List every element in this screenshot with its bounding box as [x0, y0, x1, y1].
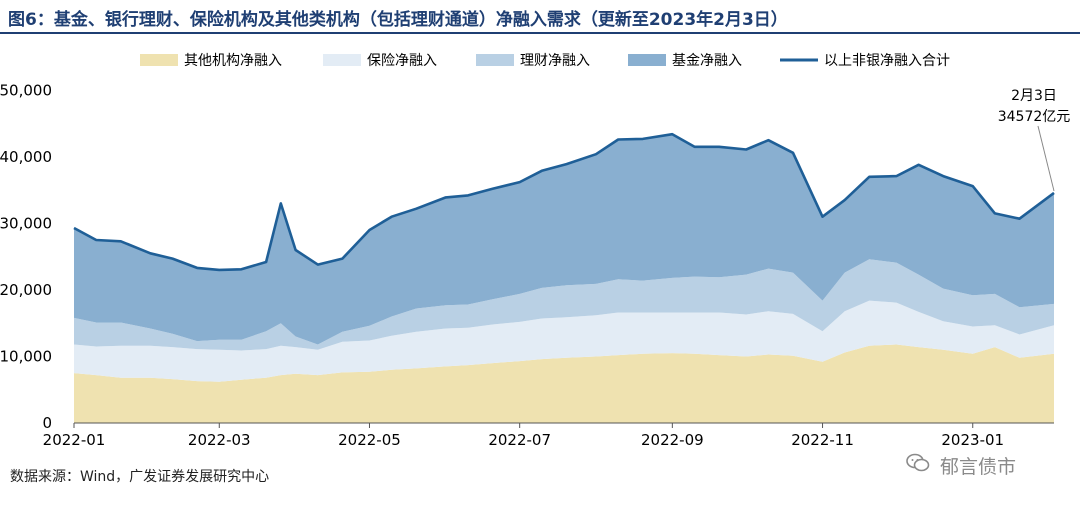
annotation: 2月3日 34572亿元 [998, 88, 1071, 192]
stacked-area-chart: 0 10,000 20,000 30,000 40,000 50,000 2022-01 20… [0, 52, 1071, 449]
legend-label: 保险净融入 [367, 53, 437, 69]
legend-swatch [140, 54, 178, 66]
legend-swatch [628, 54, 666, 66]
plot-areas [74, 134, 1054, 423]
y-tick-label: 10,000 [0, 347, 52, 365]
x-tick-label: 2022-09 [641, 431, 704, 449]
x-tick-label: 2023-01 [941, 431, 1004, 449]
total-net-line [73, 132, 1055, 272]
watermark: 郁言债市 [906, 452, 1016, 479]
legend-item: 其他机构净融入 [140, 53, 282, 69]
watermark-text: 郁言债市 [940, 456, 1017, 478]
y-tick-label: 40,000 [0, 148, 52, 166]
legend-item: 基金净融入 [628, 52, 742, 69]
title-bar: 图6：基金、银行理财、保险机构及其他类机构（包括理财通道）净融入需求（更新至20… [0, 0, 1080, 34]
legend-label: 以上非银净融入合计 [824, 53, 950, 69]
wechat-icon [906, 453, 930, 478]
annotation-leader [1037, 125, 1055, 192]
fund-area-series [74, 134, 1054, 345]
total-line-group [73, 132, 1055, 272]
annotation-date: 2月3日 [1011, 88, 1057, 104]
legend-label: 理财净融入 [520, 53, 590, 69]
legend-label: 基金净融入 [672, 52, 742, 69]
insurance-area-series [74, 300, 1054, 382]
chart-title: 图6：基金、银行理财、保险机构及其他类机构（包括理财通道）净融入需求（更新至20… [8, 10, 788, 30]
x-tick-label: 2022-03 [188, 431, 251, 449]
x-tick-label: 2022-01 [43, 431, 106, 449]
x-tick-label: 2022-07 [488, 431, 551, 449]
legend-label: 其他机构净融入 [184, 53, 282, 69]
other-area-series [74, 344, 1054, 423]
data-source-note: 数据来源：Wind，广发证券发展研究中心 [10, 469, 270, 485]
y-tick-label: 0 [42, 414, 52, 432]
annotation-value: 34572亿元 [998, 109, 1071, 125]
x-tick-label: 2022-11 [791, 431, 854, 449]
legend-swatch [323, 54, 361, 66]
x-tick-label: 2022-05 [338, 431, 401, 449]
y-tick-label: 50,000 [0, 81, 52, 99]
legend-swatch [476, 54, 514, 66]
legend-item: 理财净融入 [476, 53, 590, 69]
legend-item: 以上非银净融入合计 [780, 53, 950, 69]
y-tick-label: 20,000 [0, 281, 52, 299]
axes: 0 10,000 20,000 30,000 40,000 50,000 2022-01 20… [0, 81, 1054, 449]
wealth-area-series [74, 259, 1054, 351]
y-tick-label: 30,000 [0, 214, 52, 232]
legend: 其他机构净融入 保险净融入 理财净融入 基金净融入 以上非银净融入合计 [140, 52, 950, 69]
legend-item: 保险净融入 [323, 53, 437, 69]
